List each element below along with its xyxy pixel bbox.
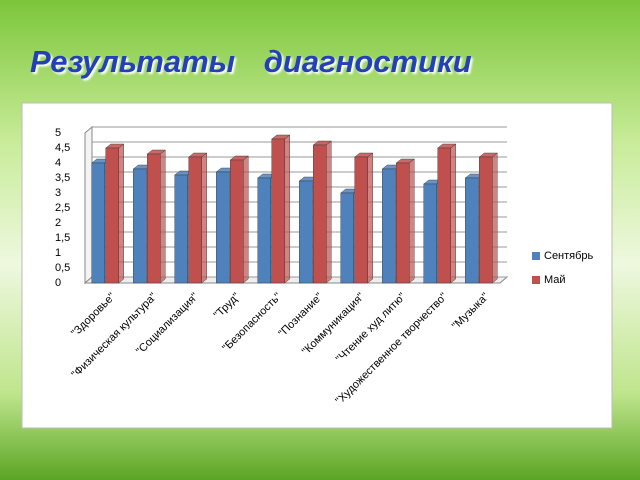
bar-side	[243, 155, 249, 284]
bar-side	[367, 152, 373, 284]
y-tick-label: 4	[55, 157, 61, 169]
back-wall	[84, 125, 93, 285]
y-tick-label: 4,5	[55, 142, 70, 154]
bar-side	[492, 152, 498, 284]
bar	[133, 168, 147, 284]
bar	[174, 174, 188, 284]
y-tick-label: 2	[55, 217, 61, 229]
y-tick-label: 2,5	[55, 202, 70, 214]
bar-side	[326, 140, 332, 284]
bar	[396, 162, 410, 284]
y-tick-label: 3	[55, 187, 61, 199]
bar	[354, 156, 368, 284]
bar	[382, 168, 396, 284]
bar	[313, 144, 327, 284]
bar	[299, 180, 313, 284]
bar-side	[409, 158, 415, 284]
bar	[105, 147, 119, 284]
bar	[479, 156, 493, 284]
bar	[188, 156, 202, 284]
y-tick-label: 3,5	[55, 172, 70, 184]
bar	[230, 159, 244, 284]
bar	[216, 171, 230, 284]
bar	[147, 153, 161, 284]
bar	[437, 147, 451, 284]
y-tick-label: 0,5	[55, 262, 70, 274]
bar	[91, 162, 105, 284]
legend-label: Сентябрь	[544, 250, 594, 262]
bar	[340, 192, 354, 284]
legend-swatch	[532, 252, 540, 260]
legend-label: Май	[544, 274, 566, 286]
bar	[465, 177, 479, 284]
y-tick-label: 1,5	[55, 232, 70, 244]
y-tick-label: 5	[55, 127, 61, 139]
y-tick-label: 0	[55, 277, 61, 289]
bar	[423, 183, 437, 284]
y-tick-label: 1	[55, 247, 61, 259]
bar-side	[118, 143, 124, 284]
bar	[257, 177, 271, 284]
legend-swatch	[532, 276, 540, 284]
bar-side	[201, 152, 207, 284]
slide-title: Результаты диагностики	[30, 44, 472, 79]
bar	[271, 138, 285, 284]
bar-side	[160, 149, 166, 284]
bar-side	[450, 143, 456, 284]
bar-side	[284, 134, 290, 284]
